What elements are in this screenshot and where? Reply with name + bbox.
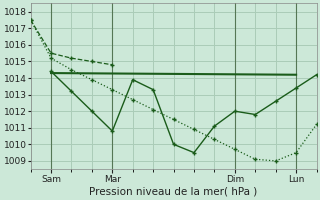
X-axis label: Pression niveau de la mer( hPa ): Pression niveau de la mer( hPa ) xyxy=(90,187,258,197)
